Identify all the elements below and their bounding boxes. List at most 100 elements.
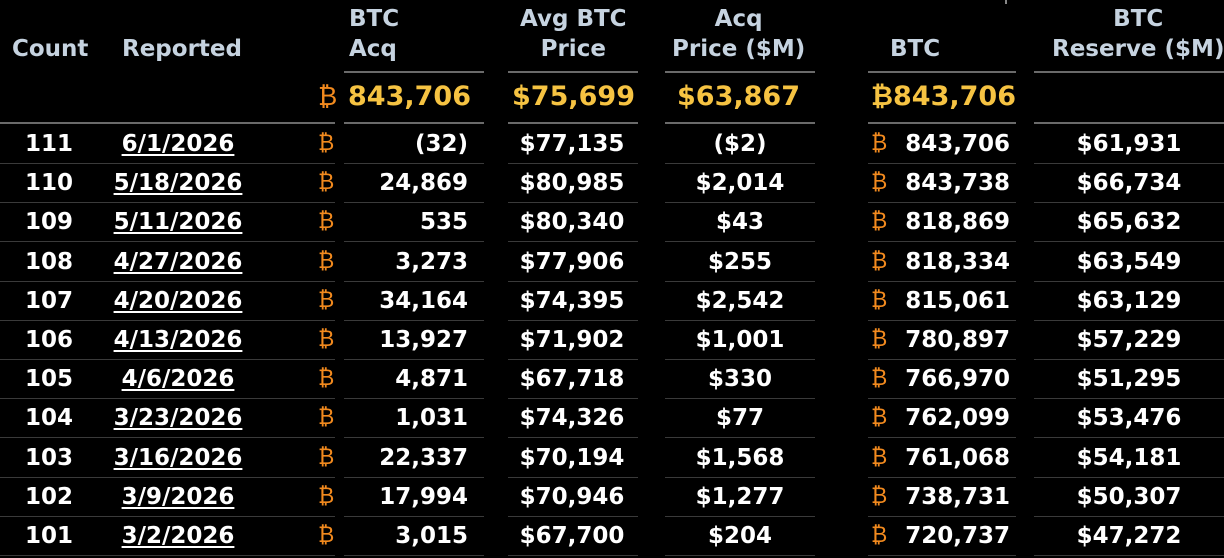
row-divider — [665, 398, 815, 400]
table-row: 109 5/11/2026 ₿ 535 $80,340 $43 ₿ 818,86… — [0, 203, 1224, 243]
row-divider — [665, 319, 815, 321]
table-row: 111 6/1/2026 ₿ (32) $77,135 ($2) ₿ 843,7… — [0, 125, 1224, 164]
row-divider — [1034, 398, 1224, 400]
row-divider — [344, 398, 484, 400]
row-divider — [868, 241, 1016, 243]
row-divider — [508, 476, 638, 478]
cell-btc-holdings: 843,706 — [905, 131, 1010, 157]
row-divider — [508, 163, 638, 164]
header-btc-acq: BTC Acq — [349, 6, 400, 62]
btc-symbol-icon: ₿ — [871, 366, 888, 392]
cell-avg-btc-price: $80,340 — [519, 209, 625, 236]
row-divider — [1034, 359, 1224, 360]
cell-acq-price: $1,568 — [695, 444, 785, 471]
btc-symbol-icon: ₿ — [318, 523, 335, 548]
cell-reported-date-link[interactable]: 3/2/2026 — [121, 523, 235, 549]
cell-acq-price: $1,277 — [695, 483, 785, 510]
header-btc: BTC — [890, 36, 941, 62]
cell-acq-price: $2,014 — [695, 170, 785, 197]
row-divider — [508, 398, 638, 400]
row-divider — [344, 476, 484, 478]
row-divider — [868, 476, 1016, 478]
row-divider — [868, 202, 1016, 204]
row-divider — [0, 555, 335, 556]
cell-count: 110 — [24, 170, 73, 197]
cell-btc-reserve: $54,181 — [1076, 444, 1182, 471]
cell-reported-date-link[interactable]: 3/9/2026 — [121, 483, 235, 510]
btc-symbol-icon: ₿ — [318, 248, 335, 274]
cell-reported-date-link[interactable]: 4/27/2026 — [113, 248, 243, 275]
row-divider — [665, 555, 815, 556]
table-row: 101 3/2/2026 ₿ 3,015 $67,700 $204 ₿ 720,… — [0, 517, 1224, 556]
cell-acq-price: $255 — [707, 248, 772, 275]
cell-btc-reserve: $51,295 — [1076, 366, 1182, 393]
cell-btc-holdings: 780,897 — [905, 327, 1010, 353]
cell-reported-date-link[interactable]: 4/20/2026 — [113, 287, 243, 314]
row-divider — [1034, 319, 1224, 321]
table-row: 110 5/18/2026 ₿ 24,869 $80,985 $2,014 ₿ … — [0, 164, 1224, 204]
table-row: 106 4/13/2026 ₿ 13,927 $71,902 $1,001 ₿ … — [0, 321, 1224, 360]
row-divider — [0, 163, 335, 164]
header-count: Count — [12, 36, 89, 62]
row-divider — [665, 163, 815, 164]
row-divider — [868, 398, 1016, 400]
cell-avg-btc-price: $74,326 — [519, 405, 625, 432]
cell-btc-reserve: $65,632 — [1076, 209, 1182, 236]
cell-btc-acquired: 34,164 — [379, 287, 468, 314]
row-divider — [1034, 202, 1224, 204]
totals-rule — [344, 122, 484, 124]
totals-rule — [868, 122, 1016, 124]
cell-btc-holdings: 738,731 — [905, 483, 1010, 510]
row-divider — [0, 202, 335, 204]
cell-reported-date-link[interactable]: 3/23/2026 — [113, 405, 243, 432]
btc-symbol-icon: ₿ — [318, 131, 335, 156]
cell-reported-date-link[interactable]: 6/1/2026 — [121, 131, 235, 157]
cell-count: 105 — [24, 366, 73, 393]
row-divider — [344, 202, 484, 204]
cell-btc-reserve: $61,931 — [1076, 131, 1182, 157]
total-btc-acquired: 843,706 — [348, 81, 471, 112]
cell-reported-date-link[interactable]: 5/11/2026 — [113, 209, 243, 236]
btc-symbol-icon: ₿ — [871, 131, 888, 156]
cell-avg-btc-price: $67,700 — [519, 523, 625, 549]
btc-symbol-icon: ₿ — [318, 170, 335, 196]
btc-symbol-icon: ₿ — [318, 405, 335, 431]
cell-reported-date-link[interactable]: 4/13/2026 — [113, 327, 243, 353]
cell-btc-holdings: 818,334 — [905, 248, 1010, 275]
btc-symbol-icon: ₿ — [318, 444, 335, 470]
cell-btc-holdings: 843,738 — [905, 170, 1010, 197]
table-row: 104 3/23/2026 ₿ 1,031 $74,326 $77 ₿ 762,… — [0, 399, 1224, 439]
btc-symbol-icon: ₿ — [871, 209, 888, 235]
cell-reported-date-link[interactable]: 4/6/2026 — [121, 366, 235, 393]
header-rule — [665, 71, 815, 73]
cell-avg-btc-price: $74,395 — [519, 287, 625, 314]
cell-btc-acquired: 1,031 — [395, 405, 468, 432]
cell-btc-reserve: $57,229 — [1076, 327, 1182, 353]
row-divider — [665, 437, 815, 439]
header-avg-btc-price: Avg BTC Price — [520, 6, 627, 62]
totals-rule — [1034, 122, 1224, 124]
cell-count: 109 — [24, 209, 73, 236]
row-divider — [508, 202, 638, 204]
row-divider — [344, 515, 484, 517]
cell-avg-btc-price: $80,985 — [519, 170, 625, 197]
cell-reported-date-link[interactable]: 5/18/2026 — [113, 170, 243, 197]
row-divider — [665, 280, 815, 282]
cell-btc-holdings: 766,970 — [905, 366, 1010, 393]
cell-btc-holdings: 720,737 — [905, 523, 1010, 549]
cell-count: 104 — [24, 405, 73, 432]
cell-count: 111 — [24, 131, 73, 157]
cell-avg-btc-price: $71,902 — [519, 327, 625, 353]
btc-symbol-icon: ₿ — [318, 366, 335, 392]
cell-btc-acquired: (32) — [414, 131, 468, 157]
row-divider — [1034, 241, 1224, 243]
row-divider — [868, 359, 1016, 360]
btc-symbol-icon: ₿ — [318, 327, 335, 352]
table-row: 103 3/16/2026 ₿ 22,337 $70,194 $1,568 ₿ … — [0, 439, 1224, 478]
cell-btc-reserve: $47,272 — [1076, 523, 1182, 549]
cell-reported-date-link[interactable]: 3/16/2026 — [113, 444, 243, 471]
total-btc-holdings: ₿843,706 — [871, 81, 1016, 112]
header-btc-reserve: BTC Reserve ($M) — [1052, 6, 1224, 62]
row-divider — [0, 398, 335, 400]
row-divider — [665, 202, 815, 204]
